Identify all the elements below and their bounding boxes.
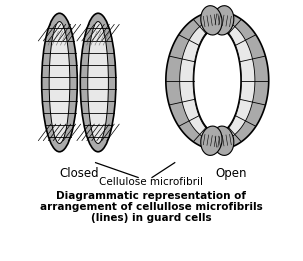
Text: Diagrammatic representation of: Diagrammatic representation of xyxy=(56,191,246,201)
Text: Open: Open xyxy=(215,167,247,180)
Polygon shape xyxy=(180,20,220,141)
Ellipse shape xyxy=(212,126,234,155)
Ellipse shape xyxy=(201,126,222,155)
Ellipse shape xyxy=(42,13,77,152)
Ellipse shape xyxy=(201,6,222,35)
Text: Cellulose microfibril: Cellulose microfibril xyxy=(99,177,203,187)
Polygon shape xyxy=(215,20,255,141)
Text: Closed: Closed xyxy=(59,167,98,180)
Ellipse shape xyxy=(88,22,108,144)
Ellipse shape xyxy=(49,22,70,144)
Ellipse shape xyxy=(212,6,234,35)
Text: arrangement of cellullose microfibrils: arrangement of cellullose microfibrils xyxy=(40,202,262,212)
Text: (lines) in guard cells: (lines) in guard cells xyxy=(91,213,211,223)
Polygon shape xyxy=(214,11,269,150)
Ellipse shape xyxy=(80,13,116,152)
Polygon shape xyxy=(166,11,221,150)
